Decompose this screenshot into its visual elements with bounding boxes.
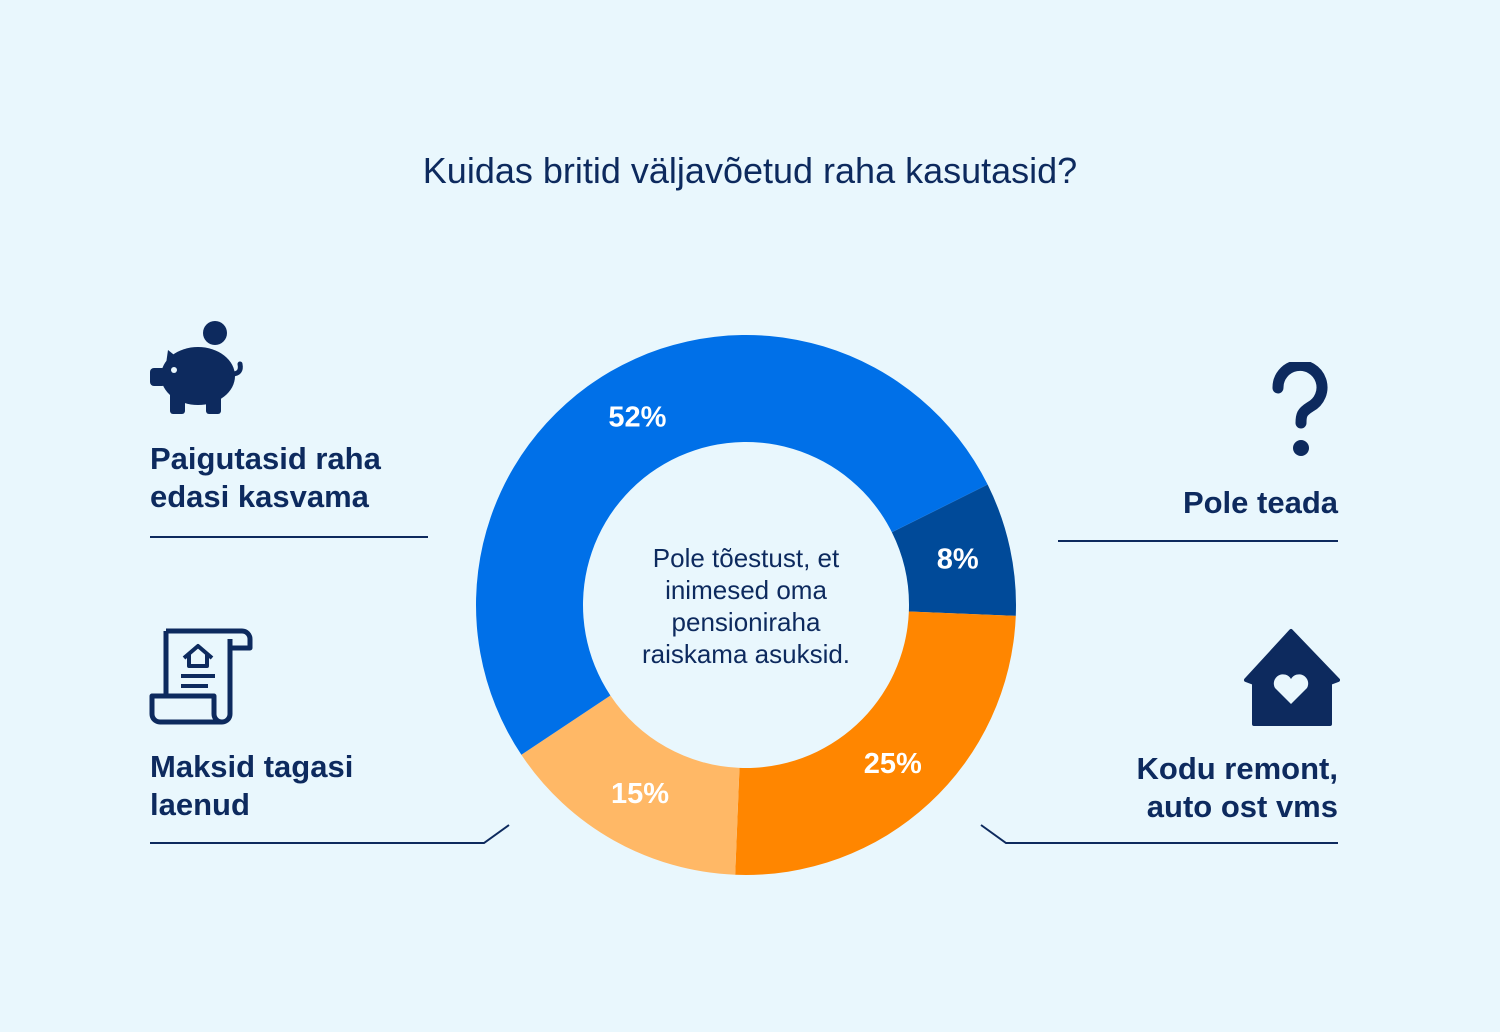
chart-title: Kuidas britid väljavõetud raha kasutasid…	[422, 150, 1078, 191]
piggy-bank-icon	[150, 321, 243, 414]
slice-value-label-0: 8%	[937, 544, 979, 576]
home-label-line-2: auto ost vms	[1146, 789, 1338, 824]
home-label-line-1: Kodu remont,	[1136, 751, 1339, 786]
question-mark-icon	[1272, 362, 1328, 456]
donut-slice-2	[521, 695, 740, 875]
loans-label: Maksid tagasi laenud	[150, 748, 480, 824]
savings-label-line-1: Paigutasid raha	[150, 441, 381, 476]
slice-value-label-2: 15%	[611, 778, 669, 810]
home-label: Kodu remont, auto ost vms	[1008, 750, 1339, 826]
loan-document-icon	[149, 628, 253, 725]
savings-label: Paigutasid raha edasi kasvama	[150, 440, 480, 516]
home-connector	[980, 824, 1338, 844]
center-text: Pole tõestust, et inimesed oma pensionir…	[641, 543, 851, 669]
loans-connector	[150, 824, 510, 844]
donut-slice-1	[735, 611, 1016, 875]
loans-label-line-2: laenud	[150, 787, 250, 822]
unknown-label: Pole teada	[1008, 484, 1338, 522]
donut-slice-3	[475, 334, 988, 755]
savings-label-line-2: edasi kasvama	[150, 479, 369, 514]
house-heart-icon	[1244, 629, 1340, 726]
loans-label-line-1: Maksid tagasi	[150, 749, 354, 784]
slice-value-label-3: 52%	[608, 402, 666, 434]
donut-slice-0	[891, 484, 1016, 616]
unknown-label-line-1: Pole teada	[1182, 485, 1338, 520]
slice-value-label-1: 25%	[864, 748, 922, 780]
